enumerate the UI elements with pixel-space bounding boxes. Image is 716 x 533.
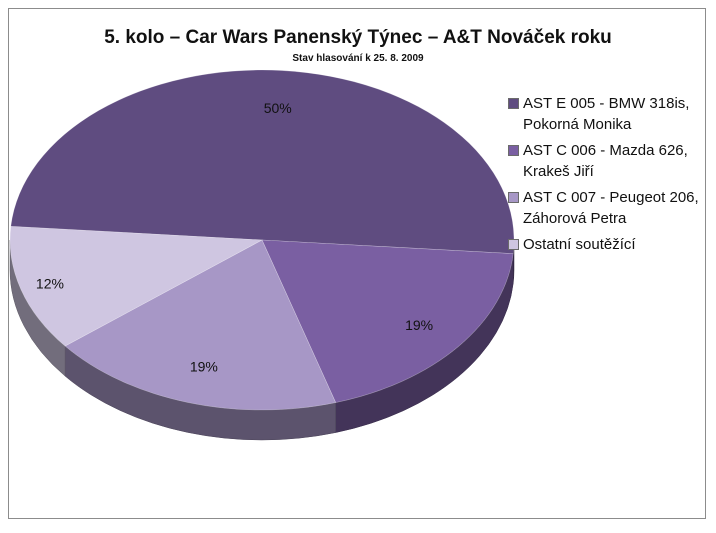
legend-swatch (508, 98, 519, 109)
legend-label: AST E 005 - BMW 318is, Pokorná Monika (523, 95, 690, 133)
legend-swatch (508, 192, 519, 203)
pie-slice (261, 239, 514, 403)
legend: AST E 005 - BMW 318is, Pokorná Monika AST… (508, 93, 708, 260)
legend-item: AST E 005 - BMW 318is, Pokorná Monika (508, 93, 708, 135)
pie-slice (9, 226, 264, 347)
chart-title: 5. kolo – Car Wars Panenský Týnec – A&T … (104, 27, 612, 48)
chart-subtitle: Stav hlasování k 25. 8. 2009 (292, 53, 424, 64)
legend-item: AST C 007 - Peugeot 206, Záhorová Petra (508, 187, 708, 229)
legend-swatch (508, 145, 519, 156)
pie-slice (10, 69, 515, 254)
data-label: 12% (36, 276, 64, 292)
data-label: 50% (264, 100, 292, 116)
data-label: 19% (190, 359, 218, 375)
legend-label: AST C 007 - Peugeot 206, Záhorová Petra (523, 189, 699, 227)
pie-slice (64, 239, 337, 411)
legend-item: Ostatní soutěžící (508, 234, 708, 255)
legend-item: AST C 006 - Mazda 626, Krakeš Jiří (508, 140, 708, 182)
legend-swatch (508, 239, 519, 250)
legend-label: Ostatní soutěžící (523, 236, 636, 253)
legend-label: AST C 006 - Mazda 626, Krakeš Jiří (523, 142, 688, 180)
data-label: 19% (405, 317, 433, 333)
